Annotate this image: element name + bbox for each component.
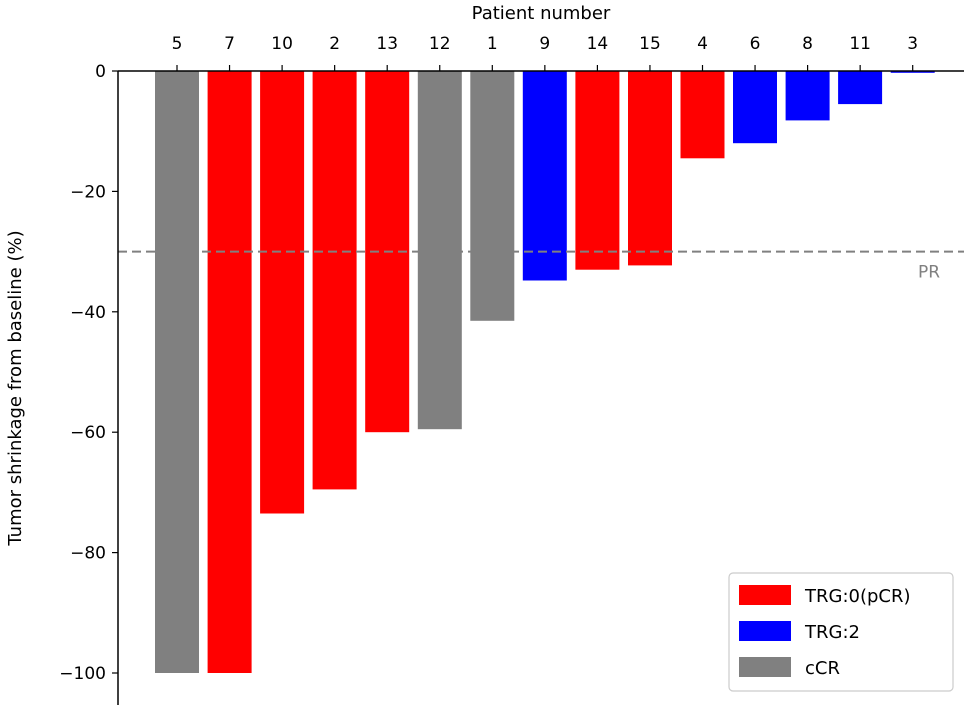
x-tick-label-patient-2: 2 bbox=[329, 34, 340, 54]
bar-patient-6 bbox=[733, 71, 777, 144]
bar-patient-7 bbox=[207, 71, 252, 673]
x-tick-label-patient-13: 13 bbox=[376, 34, 398, 54]
bar-patient-5 bbox=[155, 71, 199, 673]
legend-label: TRG:0(pCR) bbox=[804, 586, 911, 607]
x-tick-label-patient-5: 5 bbox=[172, 34, 183, 54]
y-tick-label: −60 bbox=[70, 423, 106, 443]
y-tick-label: 0 bbox=[95, 62, 106, 82]
legend: TRG:0(pCR) TRG:2 cCR bbox=[728, 572, 954, 692]
reference-line-group: PR bbox=[118, 250, 964, 283]
bar-patient-8 bbox=[785, 71, 830, 121]
legend-label: cCR bbox=[805, 658, 840, 679]
bar-patient-3 bbox=[890, 71, 935, 73]
x-tick-label-patient-11: 11 bbox=[849, 34, 871, 54]
y-tick-label: −80 bbox=[70, 544, 106, 564]
legend-label: TRG:2 bbox=[804, 622, 860, 643]
bar-patient-11 bbox=[838, 71, 883, 105]
bar-patient-10 bbox=[260, 71, 305, 514]
legend-swatch bbox=[739, 621, 791, 641]
x-tick-label-patient-15: 15 bbox=[639, 34, 661, 54]
x-tick-label-patient-7: 7 bbox=[224, 34, 235, 54]
pr-label: PR bbox=[918, 263, 940, 283]
x-tick-label-patient-9: 9 bbox=[539, 34, 550, 54]
x-tick-label-patient-1: 1 bbox=[487, 34, 498, 54]
x-tick-label-patient-10: 10 bbox=[271, 34, 293, 54]
x-tick-label-patient-8: 8 bbox=[802, 34, 813, 54]
bar-patient-15 bbox=[628, 71, 672, 266]
y-axis-title: Tumor shrinkage from baseline (%) bbox=[5, 230, 26, 546]
axes-group: 0 −20 −40 −60 −80 −100 5 7 10 2 13 12 1 9 14 15 4 6 8 11 3 bbox=[59, 34, 964, 705]
x-axis-title: Patient number bbox=[472, 3, 611, 24]
x-tick-label-patient-12: 12 bbox=[429, 34, 451, 54]
x-tick-label-patient-6: 6 bbox=[750, 34, 761, 54]
bar-patient-4 bbox=[680, 71, 725, 159]
x-tick-label-patient-4: 4 bbox=[697, 34, 708, 54]
bar-patient-12 bbox=[417, 71, 462, 430]
bar-patient-1 bbox=[470, 71, 515, 321]
x-tick-label-patient-3: 3 bbox=[907, 34, 918, 54]
bar-patient-9 bbox=[522, 71, 567, 281]
y-tick-label: −40 bbox=[70, 303, 106, 323]
x-tick-label-patient-14: 14 bbox=[587, 34, 609, 54]
bar-patient-14 bbox=[575, 71, 620, 270]
legend-swatch bbox=[739, 585, 791, 605]
legend-swatch bbox=[739, 657, 791, 677]
bar-patient-2 bbox=[312, 71, 357, 490]
y-tick-label: −100 bbox=[59, 664, 106, 684]
y-tick-label: −20 bbox=[70, 182, 106, 202]
